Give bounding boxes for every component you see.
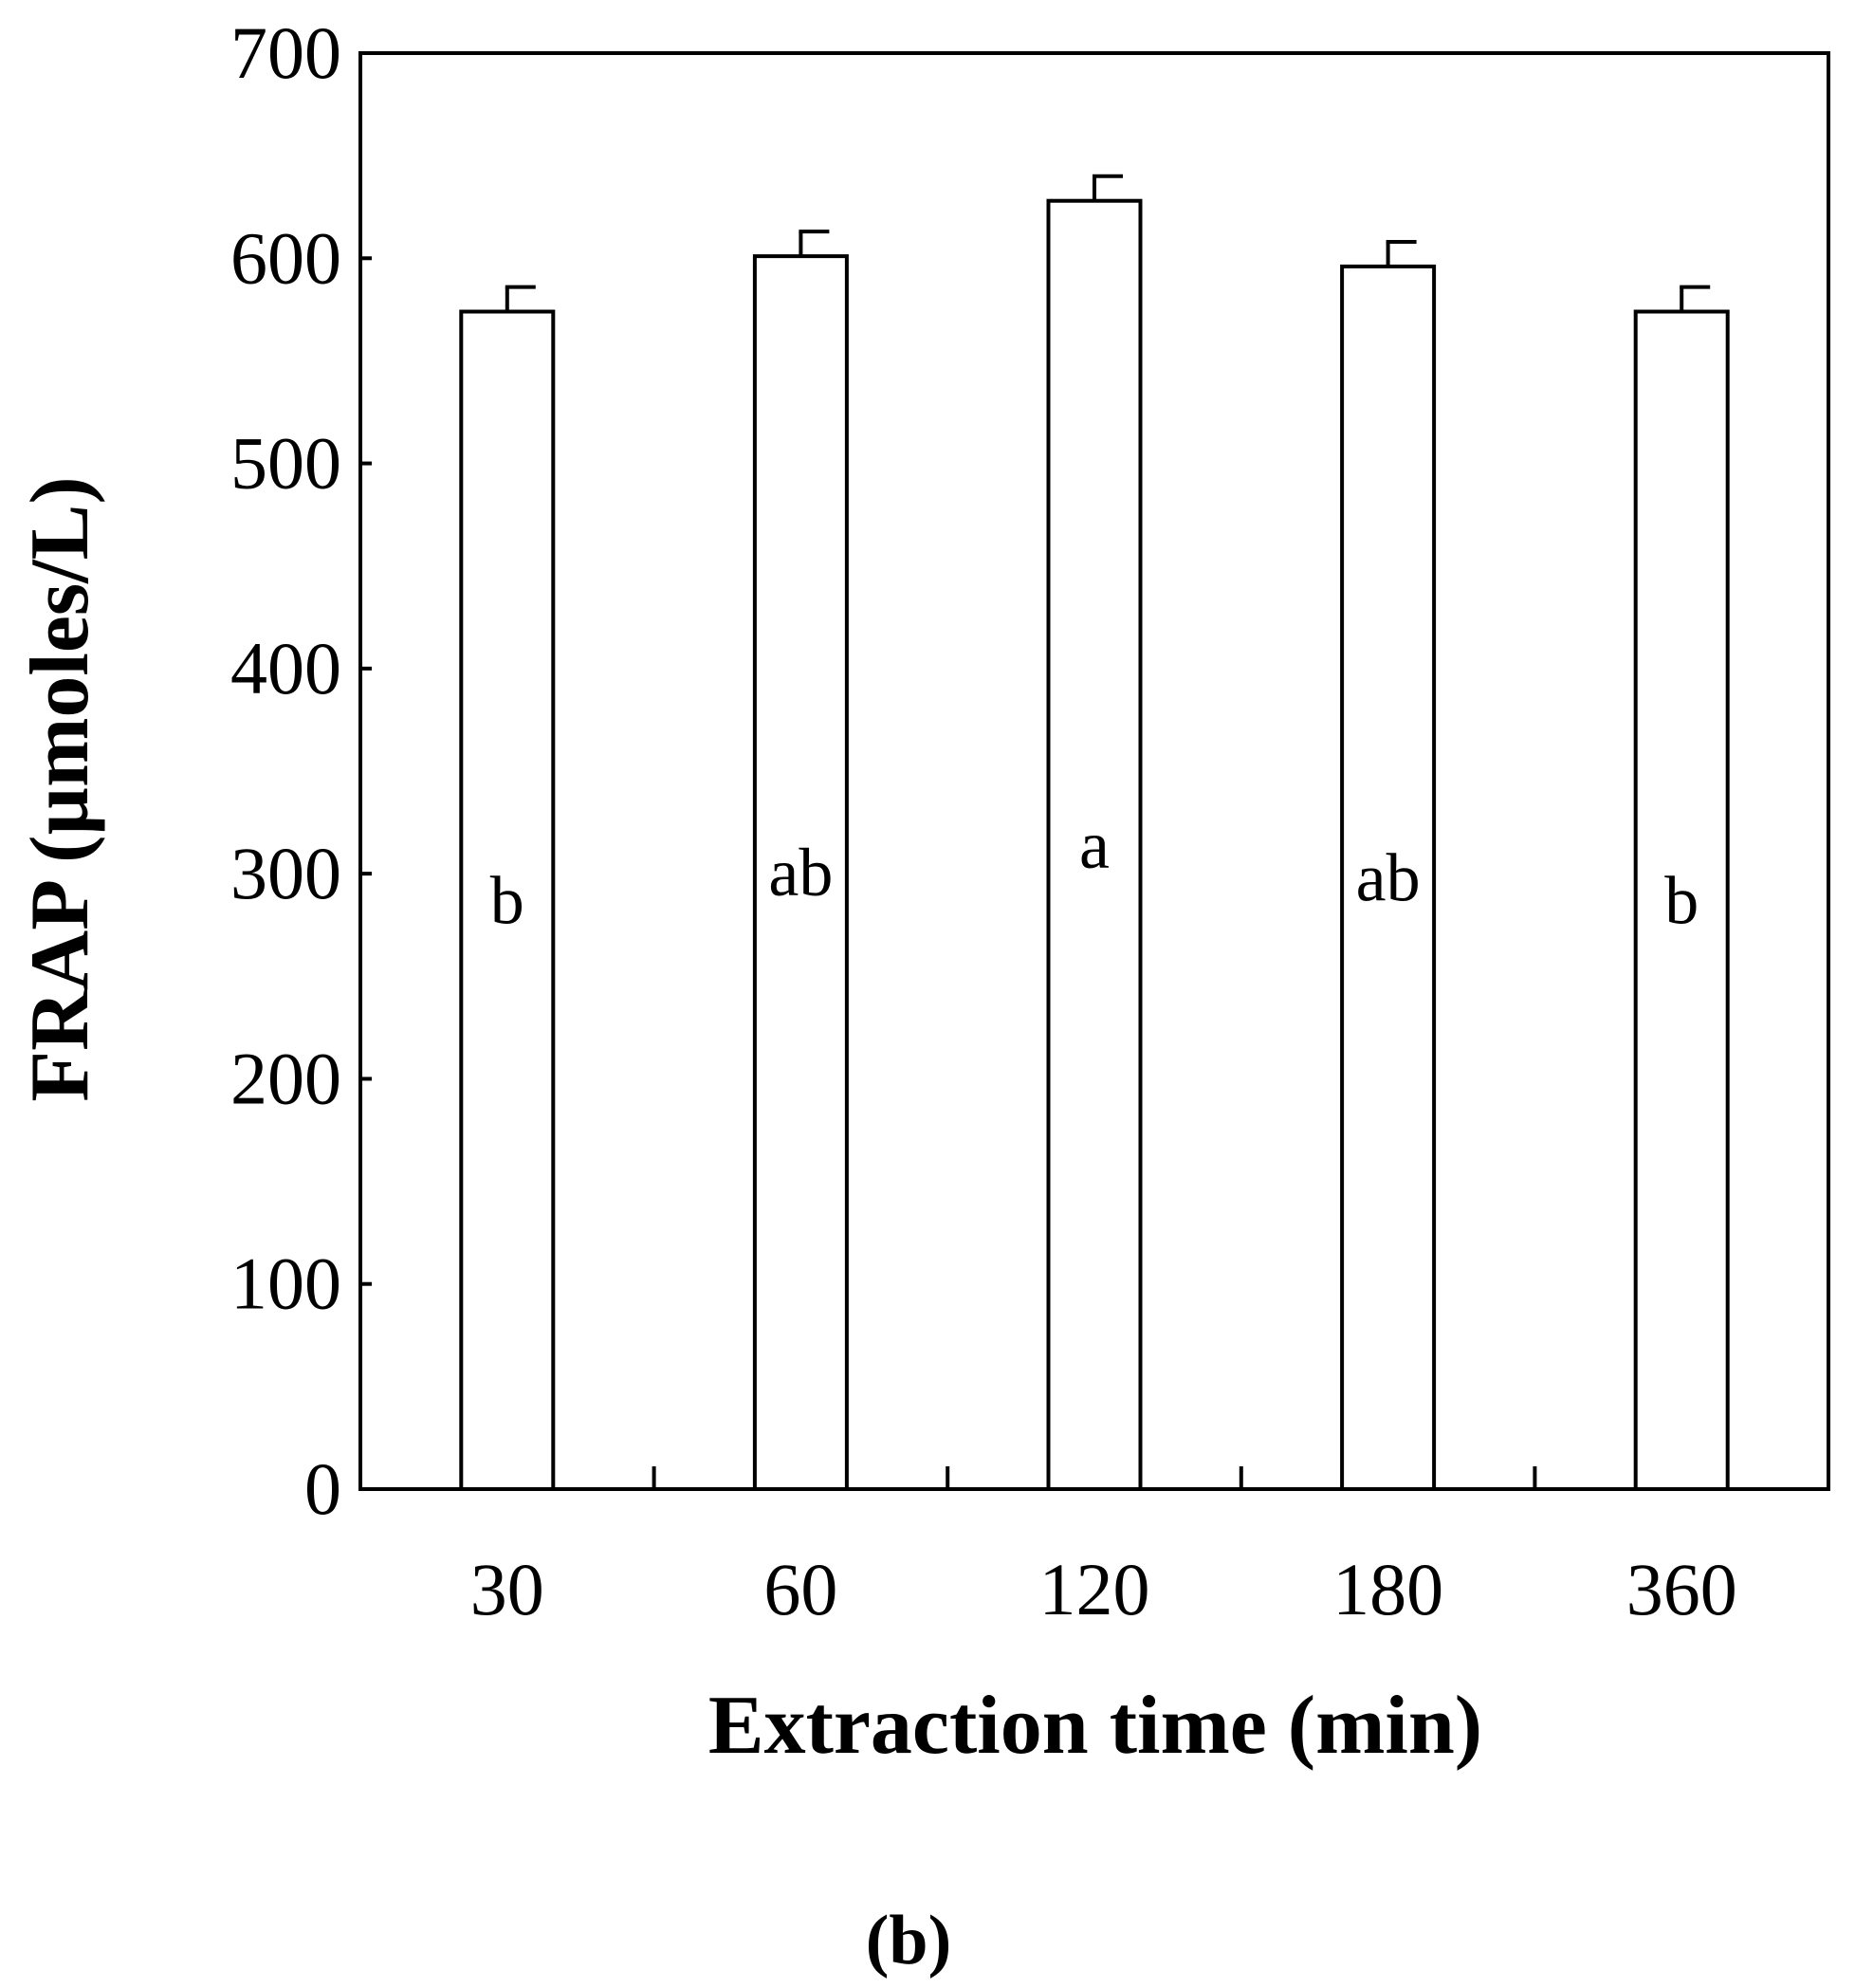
significance-label: ab	[768, 835, 833, 911]
significance-label: b	[1664, 862, 1699, 938]
x-tick-label: 360	[1626, 1548, 1737, 1630]
chart-axes: 0 100 200 300 400 500 600 700 30 60 120 180 360	[230, 11, 1830, 1630]
x-tick-label: 180	[1332, 1548, 1443, 1630]
y-axis-title: FRAP (µmoles/L)	[14, 476, 106, 1101]
x-tick-label: 30	[470, 1548, 544, 1630]
significance-label: b	[490, 862, 524, 938]
bar	[1633, 309, 1730, 1491]
y-tick-label: 600	[230, 216, 341, 299]
x-tick-label: 120	[1039, 1548, 1150, 1630]
y-tick-label: 100	[230, 1242, 341, 1325]
y-tick-label: 200	[230, 1037, 341, 1119]
y-tick-label: 0	[304, 1447, 341, 1530]
chart-marks: b ab a ab b	[459, 174, 1730, 1492]
y-tick-label: 700	[230, 11, 341, 94]
panel-label: (b)	[866, 1902, 951, 1979]
significance-label: a	[1079, 807, 1110, 883]
significance-label: ab	[1356, 839, 1421, 915]
y-tick-label: 300	[230, 832, 341, 914]
x-tick-label: 60	[763, 1548, 837, 1630]
plot-frame	[358, 51, 1830, 1491]
y-tick-label: 400	[230, 627, 341, 709]
y-tick-label: 500	[230, 422, 341, 505]
x-axis-title: Extraction time (min)	[708, 1680, 1482, 1772]
bar	[459, 309, 556, 1491]
